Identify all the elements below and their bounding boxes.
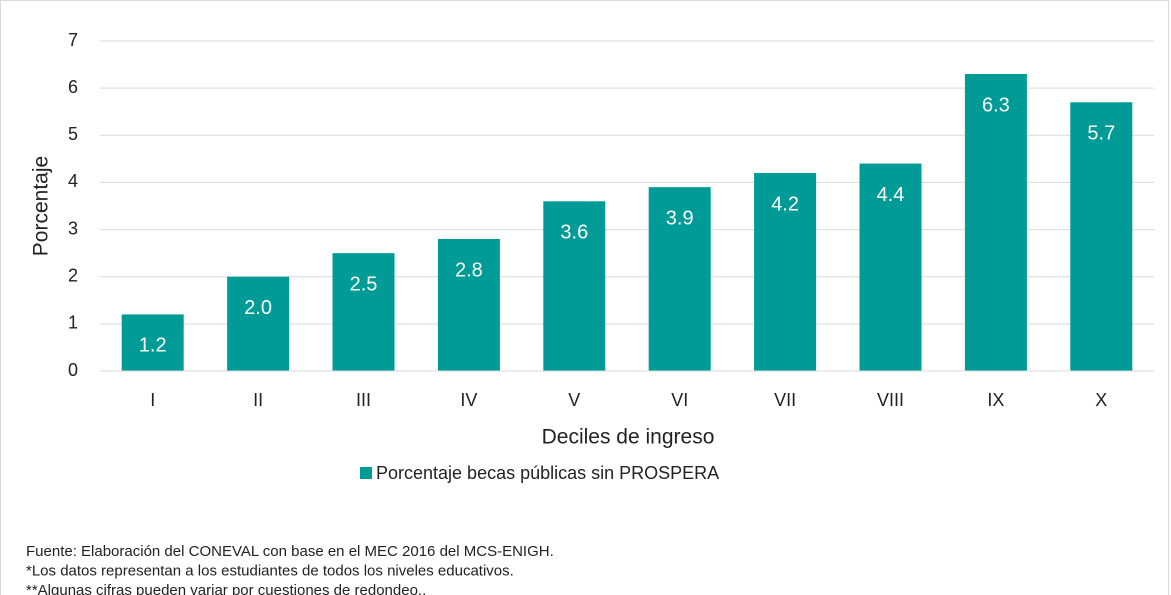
bar (543, 201, 606, 371)
data-label: 2.5 (350, 273, 378, 295)
footnote: *Los datos representan a los estudiantes… (26, 562, 514, 579)
y-tick-label: 1 (68, 313, 78, 333)
bar (859, 163, 922, 371)
x-tick-label: I (150, 390, 155, 410)
bar (754, 173, 817, 371)
data-label: 3.6 (560, 222, 588, 244)
legend-label: Porcentaje becas públicas sin PROSPERA (376, 463, 719, 483)
data-label: 4.4 (877, 184, 905, 206)
x-tick-label: IV (460, 390, 477, 410)
data-label: 6.3 (982, 94, 1010, 116)
y-tick-label: 0 (68, 360, 78, 380)
x-tick-label: VII (774, 390, 796, 410)
y-tick-label: 2 (68, 265, 78, 285)
data-label: 2.8 (455, 259, 483, 281)
data-label: 1.2 (139, 335, 167, 357)
y-tick-label: 4 (68, 171, 78, 191)
data-label: 2.0 (244, 297, 272, 319)
x-tick-label: IX (987, 390, 1004, 410)
bar (227, 276, 290, 371)
x-tick-label: VIII (877, 390, 904, 410)
x-tick-label: III (356, 390, 371, 410)
bar (332, 253, 395, 371)
x-axis-title: Deciles de ingreso (542, 426, 715, 449)
data-label: 4.2 (771, 193, 799, 215)
footnote: Fuente: Elaboración del CONEVAL con base… (26, 543, 554, 560)
x-tick-label: X (1095, 390, 1107, 410)
bar (121, 314, 184, 371)
data-label: 5.7 (1087, 123, 1115, 145)
bar (437, 239, 500, 371)
data-label: 3.9 (666, 207, 694, 229)
footnote: **Algunas cifras pueden variar por cuest… (26, 582, 426, 595)
x-tick-label: II (253, 390, 263, 410)
x-tick-label: VI (671, 390, 688, 410)
y-axis-title: Porcentaje (30, 156, 53, 256)
y-tick-label: 7 (68, 30, 78, 50)
x-tick-label: V (568, 390, 580, 410)
y-tick-label: 3 (68, 218, 78, 238)
y-tick-label: 5 (68, 124, 78, 144)
legend-swatch (360, 467, 372, 479)
bar (964, 74, 1027, 371)
bar (648, 187, 711, 371)
y-tick-label: 6 (68, 77, 78, 97)
bar (1070, 102, 1133, 372)
